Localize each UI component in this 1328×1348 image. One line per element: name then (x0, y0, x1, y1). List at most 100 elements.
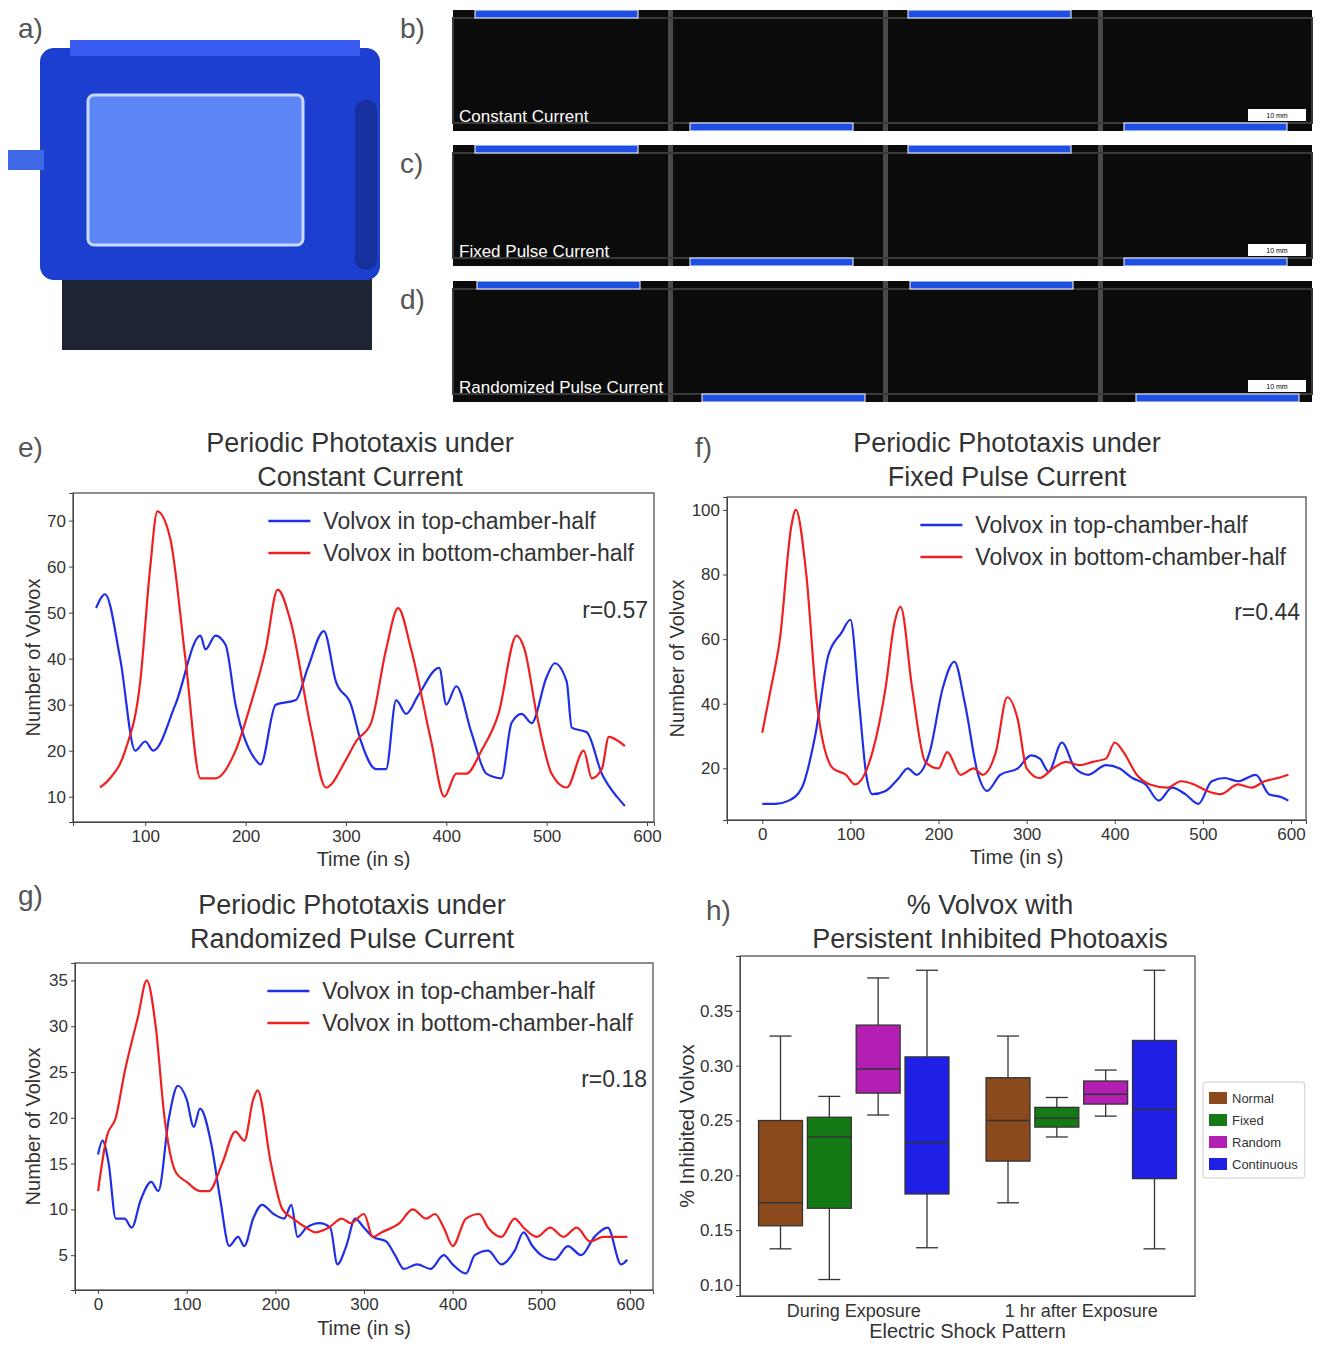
plot-area (762, 510, 1288, 804)
photo-divider (668, 281, 673, 402)
tick-mark (1203, 820, 1204, 824)
tick: 600 (616, 1290, 644, 1314)
tick: 0.30 (700, 1057, 740, 1076)
figure: a)b)Constant Current10 mmc)Fixed Pulse C… (0, 0, 1328, 1348)
legend: NormalFixedRandomContinuous (1203, 1082, 1305, 1178)
legend: Volvox in top-chamber-halfVolvox in bott… (268, 508, 634, 566)
tick: 1 hr after Exposure (1005, 1296, 1158, 1321)
tick-mark (1115, 820, 1116, 824)
photo-divider (1098, 145, 1103, 266)
light-bar (477, 281, 640, 289)
tick-mark (69, 613, 73, 614)
scale-bar-label: 10 mm (1266, 112, 1288, 119)
whisker-high (926, 970, 927, 1057)
photo-ground (453, 10, 1312, 131)
tick-label: 400 (1101, 825, 1129, 844)
legend-swatch (267, 1022, 309, 1025)
whisker-low (829, 1208, 830, 1279)
whisker-cap-low (1095, 1115, 1117, 1116)
y-axis-title: Number of Volvox (666, 580, 688, 738)
axis-line (723, 498, 728, 821)
chart-title: Periodic Phototaxis underConstant Curren… (206, 428, 514, 492)
tick-mark (762, 820, 763, 824)
legend-label: Normal (1232, 1091, 1274, 1106)
whisker-low (1056, 1127, 1057, 1137)
legend-label: Volvox in bottom-chamber-half (975, 544, 1286, 570)
tick-label: 600 (1277, 825, 1305, 844)
tick-mark (1291, 820, 1292, 824)
title-line: Persistent Inhibited Photoaxis (812, 924, 1168, 954)
chart-title: % Volvox withPersistent Inhibited Photoa… (812, 890, 1168, 954)
tick-label: 300 (1013, 825, 1041, 844)
scale-bar (1248, 380, 1306, 392)
tick-mark (71, 1072, 75, 1073)
tick: 50 (47, 604, 73, 623)
box-body (986, 1078, 1030, 1161)
tick-label: 500 (528, 1295, 556, 1314)
tick-mark (275, 1290, 276, 1294)
chart-title: Periodic Phototaxis under Fixed Pulse Cur… (853, 428, 1161, 492)
tick: 0.15 (700, 1221, 740, 1240)
tick-mark (71, 980, 75, 981)
axis-line (76, 1291, 654, 1295)
title-line: Periodic Phototaxis under (853, 428, 1161, 458)
chamber-photo: Constant Current 10 mm (453, 10, 1312, 131)
title-line: Fixed Pulse Current (888, 462, 1127, 492)
tick-mark (71, 1118, 75, 1119)
x-axis-title: Time (in s) (317, 1317, 411, 1339)
tick-mark (630, 1290, 631, 1294)
tick-mark (453, 1290, 454, 1294)
tick: 25 (49, 1063, 75, 1082)
legend-swatch (920, 556, 962, 559)
light-bar (475, 145, 638, 153)
box-median (807, 1136, 851, 1138)
series-line (762, 510, 1288, 794)
panel-letter: b) (400, 13, 425, 44)
box-body (1133, 1040, 1177, 1178)
tick: 500 (1189, 820, 1217, 844)
tick: 5 (59, 1246, 75, 1265)
whisker-cap-low (770, 1248, 792, 1249)
legend-label: Volvox in top-chamber-half (322, 978, 595, 1004)
photo-divider (1098, 281, 1103, 402)
whisker-cap-high (1144, 970, 1166, 971)
light-bar (1136, 394, 1299, 402)
light-bar (475, 10, 638, 18)
box-body (759, 1121, 803, 1226)
tick: 0 (94, 1290, 103, 1314)
whisker-low (780, 1226, 781, 1249)
box-median (1084, 1093, 1128, 1095)
tick-mark (736, 1285, 740, 1286)
box-body (1035, 1107, 1079, 1127)
photo-caption: Constant Current (459, 107, 589, 126)
tick: 600 (1277, 820, 1305, 844)
panel-letter: d) (400, 284, 425, 315)
tick-mark (69, 705, 73, 706)
box (1133, 970, 1177, 1249)
box (856, 978, 900, 1115)
tick-mark (1027, 820, 1028, 824)
tick-label: 0 (758, 825, 767, 844)
tick-mark (723, 575, 727, 576)
tick: 200 (262, 1290, 290, 1314)
tick-label: During Exposure (787, 1301, 921, 1321)
tick: 10 (47, 788, 73, 807)
box-median (856, 1068, 900, 1070)
box-body (807, 1117, 851, 1208)
title-line: Randomized Pulse Current (190, 924, 515, 954)
tick: 30 (49, 1017, 75, 1036)
box (986, 1036, 1030, 1203)
whisker-high (1105, 1070, 1106, 1081)
tick-mark (71, 1164, 75, 1165)
tick-label: 0.10 (700, 1276, 733, 1295)
tick-label: 100 (692, 501, 720, 520)
y-axis: 10203040506070 (47, 494, 73, 823)
tick: 200 (232, 822, 260, 846)
x-axis: 100200300400500600 (74, 822, 662, 846)
tick-label: 40 (701, 695, 720, 714)
photo-divider (1098, 10, 1103, 131)
tick-mark (346, 822, 347, 826)
legend-swatch (1209, 1092, 1227, 1104)
tick: 60 (47, 558, 73, 577)
tick-label: 1 hr after Exposure (1005, 1301, 1158, 1321)
